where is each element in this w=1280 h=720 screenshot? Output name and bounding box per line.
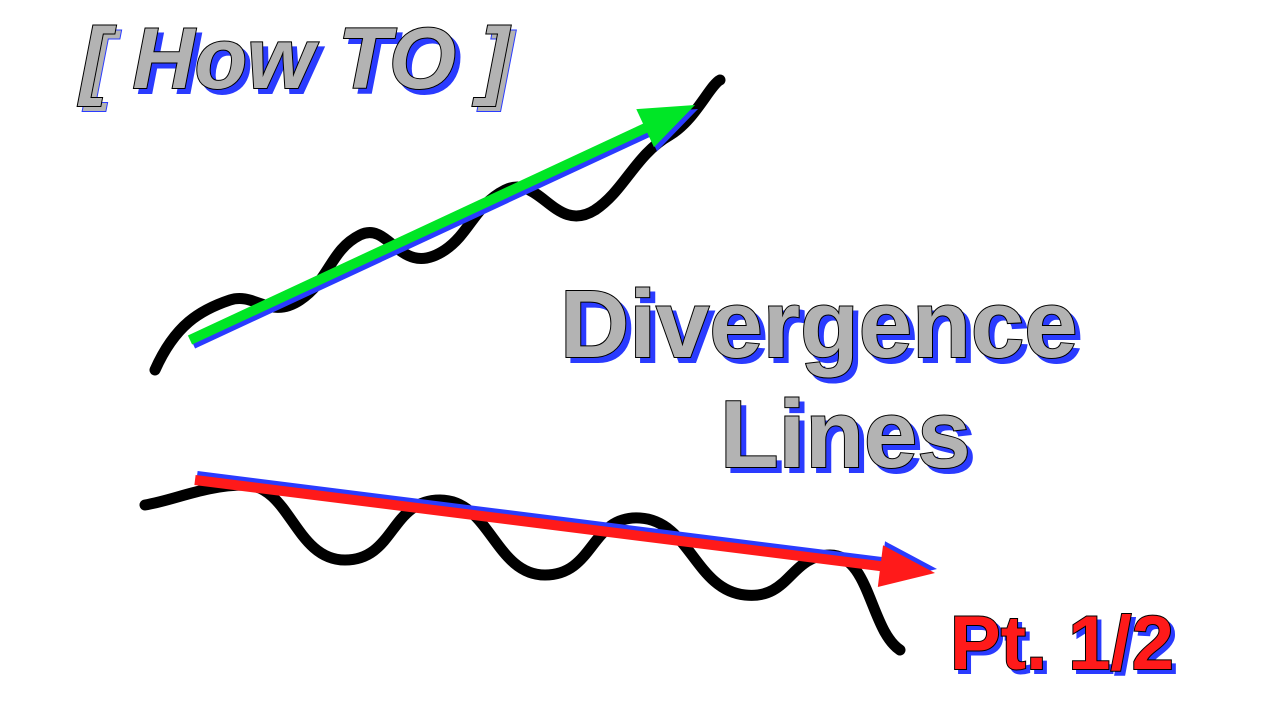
lower-wave-path [145,485,900,650]
infographic-canvas: [ How TO ] [ How TO ] Divergence Diverge… [0,0,1280,720]
lower-arrow [195,480,935,587]
